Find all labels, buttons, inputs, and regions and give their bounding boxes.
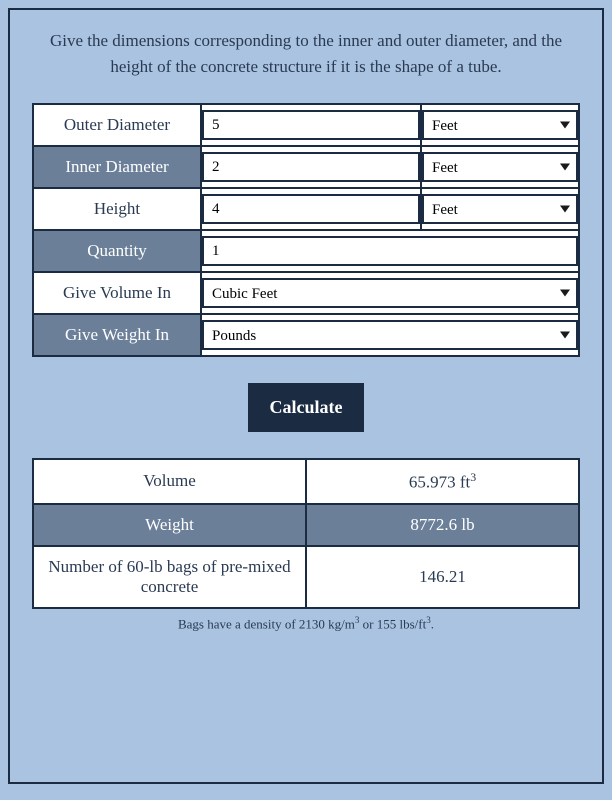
height-label: Height [33,188,201,230]
weight-in-label: Give Weight In [33,314,201,356]
outer-diameter-input[interactable] [202,110,420,140]
result-bags-value: 146.21 [306,546,579,608]
height-unit-value: Feet [432,202,458,218]
result-weight-label: Weight [33,504,306,546]
outer-diameter-unit-value: Feet [432,118,458,134]
inner-diameter-label: Inner Diameter [33,146,201,188]
volume-unit-value: Cubic Feet [212,286,277,302]
chevron-down-icon [560,290,570,297]
volume-in-label: Give Volume In [33,272,201,314]
chevron-down-icon [560,164,570,171]
quantity-input[interactable] [202,236,578,266]
outer-diameter-label: Outer Diameter [33,104,201,146]
quantity-label: Quantity [33,230,201,272]
input-form: Outer Diameter Feet Inner Diameter Feet … [32,103,580,357]
result-bags-label: Number of 60-lb bags of pre-mixed concre… [33,546,306,608]
volume-unit-select[interactable]: Cubic Feet [202,278,578,308]
result-weight-value: 8772.6 lb [306,504,579,546]
result-volume-value: 65.973 ft3 [306,459,579,504]
weight-unit-select[interactable]: Pounds [202,320,578,350]
footnote-text: Bags have a density of 2130 kg/m3 or 155… [32,615,580,632]
outer-diameter-unit-select[interactable]: Feet [422,110,578,140]
chevron-down-icon [560,332,570,339]
calculate-button[interactable]: Calculate [248,383,365,432]
instructions-text: Give the dimensions corresponding to the… [32,28,580,79]
weight-unit-value: Pounds [212,328,256,344]
calculator-panel: Give the dimensions corresponding to the… [8,8,604,784]
height-input[interactable] [202,194,420,224]
inner-diameter-unit-value: Feet [432,160,458,176]
chevron-down-icon [560,122,570,129]
results-table: Volume 65.973 ft3 Weight 8772.6 lb Numbe… [32,458,580,609]
inner-diameter-input[interactable] [202,152,420,182]
inner-diameter-unit-select[interactable]: Feet [422,152,578,182]
height-unit-select[interactable]: Feet [422,194,578,224]
chevron-down-icon [560,206,570,213]
result-volume-label: Volume [33,459,306,504]
